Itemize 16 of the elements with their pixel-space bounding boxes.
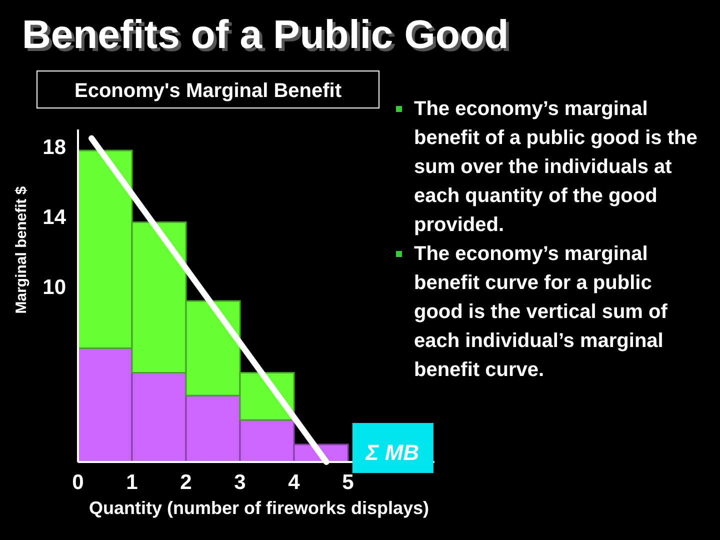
y-tick-label: 10 [42, 276, 66, 299]
annotation: The economy’s marginal benefit of a public good is the sum over the individuals at each quantity of the good provided. [414, 98, 698, 236]
y-axis-title: Marginal benefit $ [13, 186, 30, 314]
x-tick-label: 5 [342, 471, 354, 494]
y-tick-label: 14 [42, 206, 66, 229]
x-tick-label: 0 [72, 471, 84, 494]
y-tick-label: 18 [42, 136, 66, 159]
chart-title: Benefits of a Public Good [22, 13, 509, 57]
chart-subtitle: Economy's Marginal Benefit [74, 80, 342, 102]
x-tick-label: 4 [288, 471, 300, 494]
x-tick-label: 1 [126, 471, 138, 494]
x-tick-label: 2 [180, 471, 192, 494]
x-axis-title: Quantity (number of fireworks displays) [88, 498, 430, 518]
series-label: Σ MB [364, 440, 420, 465]
x-tick-label: 3 [234, 471, 246, 494]
annotation: The economy’s marginal benefit curve for a public good is the vertical sum of each individual’s marginal benefit curve. [414, 243, 668, 381]
